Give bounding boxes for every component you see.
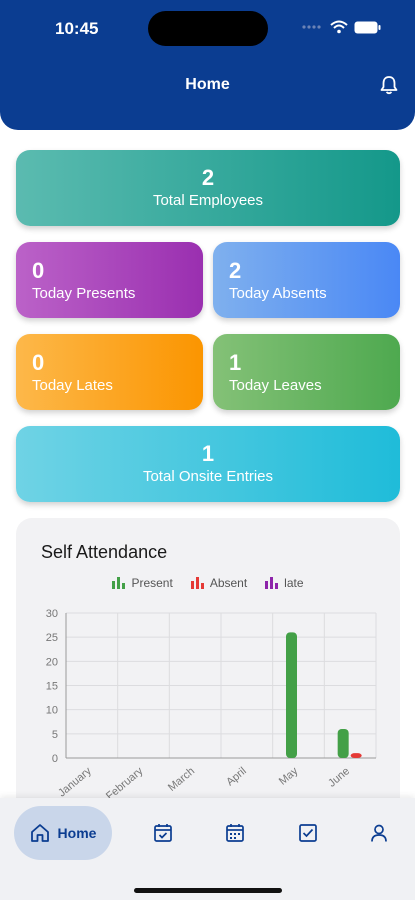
y-tick-label: 20 — [46, 656, 58, 668]
x-tick-label: March — [166, 765, 197, 794]
wifi-icon — [330, 20, 348, 34]
home-icon — [30, 824, 49, 842]
today-presents-label: Today Presents — [32, 285, 136, 302]
today-leaves-label: Today Leaves — [229, 377, 322, 394]
status-time: 10:45 — [55, 19, 99, 38]
legend-late-icon — [265, 577, 279, 589]
signal-icon — [302, 25, 321, 29]
legend-absent-icon — [190, 577, 204, 589]
legend-late[interactable]: late — [265, 576, 304, 590]
bar-present-june — [337, 729, 349, 758]
legend-late-label: late — [284, 576, 304, 590]
bar-absent-june — [350, 753, 362, 758]
today-leaves-card[interactable]: 1 Today Leaves — [213, 334, 400, 410]
nav-calendar-button[interactable] — [222, 820, 248, 846]
self-attendance-card: Self Attendance Present Absent late 0 5 10… — [16, 518, 400, 818]
attendance-check-icon — [154, 824, 172, 842]
chart-title: Self Attendance — [41, 542, 168, 562]
y-tick-label: 10 — [46, 705, 58, 717]
dynamic-island — [148, 11, 268, 46]
today-lates-label: Today Lates — [32, 377, 113, 394]
attendance-bar-chart: 0 5 10 15 20 25 30 January February March April May… — [46, 608, 377, 803]
checkbox-icon — [299, 824, 317, 842]
page-title: Home — [185, 76, 230, 93]
total-employees-label: Total Employees — [152, 192, 264, 209]
total-onsite-label: Total Onsite Entries — [142, 468, 274, 485]
y-tick-label: 0 — [52, 753, 58, 765]
x-tick-label: June — [326, 765, 352, 790]
x-tick-label: January — [56, 765, 94, 800]
today-absents-value: 2 — [229, 258, 242, 283]
total-onsite-value: 1 — [201, 441, 215, 466]
legend-absent-label: Absent — [209, 576, 248, 590]
x-tick-label: February — [104, 765, 146, 803]
total-onsite-card[interactable]: 1 Total Onsite Entries — [16, 426, 400, 502]
profile-icon — [371, 824, 387, 842]
x-tick-label: May — [277, 765, 301, 788]
battery-icon — [354, 21, 381, 33]
x-tick-label: April — [224, 765, 249, 788]
nav-profile-button[interactable] — [366, 820, 392, 846]
bottom-navigation: Home — [0, 798, 415, 900]
nav-home-label: Home — [57, 825, 97, 841]
status-icons — [302, 20, 381, 34]
home-indicator — [134, 888, 282, 893]
y-tick-label: 25 — [46, 632, 58, 644]
chart-legend: Present Absent late — [16, 576, 400, 590]
today-lates-value: 0 — [32, 350, 45, 375]
today-lates-card[interactable]: 0 Today Lates — [16, 334, 203, 410]
today-absents-card[interactable]: 2 Today Absents — [213, 242, 400, 318]
calendar-icon — [226, 824, 244, 842]
app-header: 10:45 Home — [0, 0, 415, 130]
today-presents-value: 0 — [32, 258, 45, 283]
bar-present-may — [286, 632, 297, 758]
today-absents-label: Today Absents — [229, 285, 327, 302]
today-presents-card[interactable]: 0 Today Presents — [16, 242, 203, 318]
y-tick-label: 30 — [46, 608, 58, 620]
total-employees-value: 2 — [201, 165, 215, 190]
nav-home-button[interactable]: Home — [14, 806, 112, 860]
nav-attendance-button[interactable] — [150, 820, 176, 846]
y-tick-label: 5 — [52, 729, 58, 741]
total-employees-card[interactable]: 2 Total Employees — [16, 150, 400, 226]
nav-tasks-button[interactable] — [295, 820, 321, 846]
bell-icon[interactable] — [377, 73, 401, 97]
today-leaves-value: 1 — [229, 350, 242, 375]
y-tick-label: 15 — [46, 681, 58, 693]
legend-present-label: Present — [131, 576, 173, 590]
legend-present[interactable]: Present — [112, 576, 173, 590]
legend-absent[interactable]: Absent — [190, 576, 248, 590]
legend-present-icon — [112, 577, 126, 589]
